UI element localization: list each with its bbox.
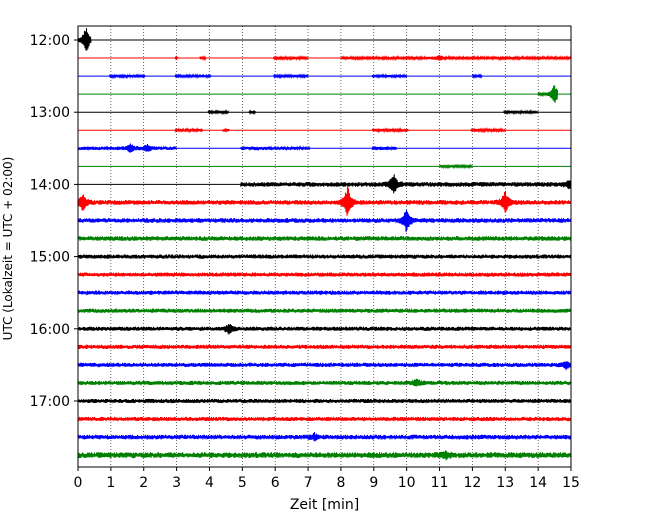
x-tick-label: 2 xyxy=(139,475,148,491)
trace-segment xyxy=(77,398,572,405)
x-tick-label: 11 xyxy=(431,475,449,491)
x-tick-label: 12 xyxy=(463,475,481,491)
trace-segment xyxy=(77,28,92,51)
trace-segment xyxy=(174,54,179,61)
y-tick-label: 16:00 xyxy=(30,322,70,338)
x-tick-label: 10 xyxy=(398,475,416,491)
trace-segment xyxy=(77,289,572,296)
x-tick-label: 14 xyxy=(529,475,547,491)
x-tick-label: 15 xyxy=(562,475,580,491)
x-tick-label: 6 xyxy=(271,475,280,491)
x-tick-label: 8 xyxy=(336,475,345,491)
trace-segment xyxy=(248,109,256,115)
trace-segment xyxy=(77,361,572,371)
trace-segment xyxy=(77,432,572,442)
trace-segment xyxy=(77,307,572,314)
x-axis-label: Zeit [min] xyxy=(290,497,359,513)
x-ticks: 0 1 2 3 4 5 6 7 8 9 10 11 12 13 14 15 xyxy=(74,467,580,491)
trace-segment xyxy=(77,143,177,153)
x-tick-label: 1 xyxy=(106,475,115,491)
trace-segment xyxy=(77,324,572,335)
x-tick-label: 9 xyxy=(369,475,378,491)
trace-segment xyxy=(77,378,572,387)
x-tick-label: 4 xyxy=(205,475,214,491)
trace-segment xyxy=(77,271,572,278)
trace-segment xyxy=(77,209,572,233)
trace-segment xyxy=(471,73,483,80)
trace-segment xyxy=(77,343,572,350)
trace-segment xyxy=(240,174,572,194)
trace-segment xyxy=(77,416,572,422)
trace-segment xyxy=(371,145,398,152)
trace-segment xyxy=(174,73,212,80)
x-tick-label: 7 xyxy=(304,475,313,491)
trace-segment xyxy=(273,73,309,80)
y-axis-label: UTC (Lokalzeit = UTC + 02:00) xyxy=(1,157,15,341)
trace-segment xyxy=(207,109,230,116)
x-tick-label: 3 xyxy=(172,475,181,491)
y-tick-label: 14:00 xyxy=(30,177,70,193)
y-tick-label: 17:00 xyxy=(30,394,70,410)
trace-segment xyxy=(77,186,572,216)
trace-segment xyxy=(108,73,146,80)
x-tick-label: 5 xyxy=(238,475,247,491)
y-tick-label: 13:00 xyxy=(30,105,70,121)
plot-area-frame xyxy=(77,25,572,468)
trace-segment xyxy=(439,163,473,170)
trace-segment xyxy=(77,253,572,260)
trace-segment xyxy=(503,109,539,116)
trace-segment xyxy=(470,127,506,134)
x-tick-label: 0 xyxy=(74,475,83,491)
trace-baselines xyxy=(78,39,571,456)
y-tick-label: 15:00 xyxy=(30,250,70,266)
trace-segment xyxy=(240,145,311,152)
trace-segment xyxy=(77,450,572,461)
trace-segment xyxy=(537,85,559,103)
trace-segment xyxy=(371,127,409,134)
y-ticks: 12:00 13:00 14:00 15:00 16:00 17:00 xyxy=(30,33,78,410)
traces xyxy=(77,28,572,461)
trace-segment xyxy=(174,127,203,134)
trace-segment xyxy=(199,55,207,62)
trace-segment xyxy=(273,55,309,62)
trace-segment xyxy=(371,73,408,80)
x-tick-label: 13 xyxy=(496,475,514,491)
trace-segment xyxy=(222,127,230,133)
trace-segment xyxy=(77,236,572,241)
trace-segment xyxy=(340,54,572,62)
y-tick-label: 12:00 xyxy=(30,33,70,49)
